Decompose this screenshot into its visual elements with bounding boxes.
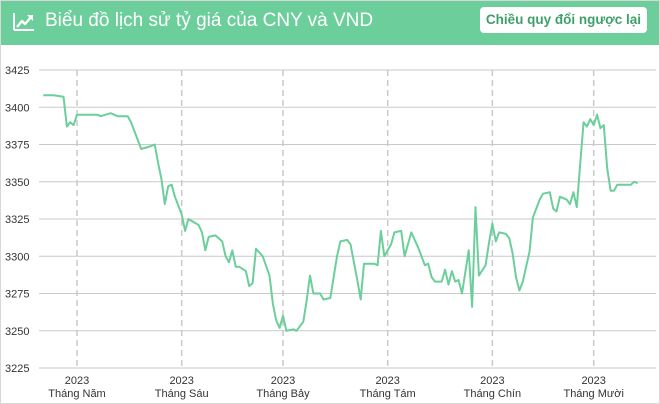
y-tick-labels: 3425 3400 3375 3350 3325 3300 3275 3250 3225 xyxy=(5,65,29,375)
y-tick-label: 3250 xyxy=(5,326,29,338)
y-tick-label: 3400 xyxy=(5,102,29,114)
x-tick-year: 2023 xyxy=(375,375,399,387)
x-tick-year: 2023 xyxy=(65,375,89,387)
y-tick-label: 3375 xyxy=(5,140,29,152)
x-tick-month: Tháng Bảy xyxy=(256,388,310,400)
x-tick-year: 2023 xyxy=(169,375,193,387)
y-tick-label: 3350 xyxy=(5,177,29,189)
y-tick-label: 3225 xyxy=(5,363,29,375)
grid-layer xyxy=(39,69,656,369)
x-tick-year: 2023 xyxy=(271,375,295,387)
y-tick-label: 3325 xyxy=(5,214,29,226)
y-tick-label: 3300 xyxy=(5,251,29,263)
x-tick-month: Tháng Năm xyxy=(48,388,105,400)
y-tick-label: 3275 xyxy=(5,289,29,301)
chart-header: Biểu đồ lịch sử tỷ giá của CNY và VND Ch… xyxy=(1,1,659,45)
x-tick-month: Tháng Mười xyxy=(563,388,623,400)
x-tick-year: 2023 xyxy=(581,375,605,387)
x-tick-month: Tháng Chín xyxy=(464,388,521,400)
x-tick-month: Tháng Sáu xyxy=(155,388,209,400)
trending-up-icon xyxy=(13,13,34,31)
chart-title: Biểu đồ lịch sử tỷ giá của CNY và VND xyxy=(45,10,374,31)
x-tick-month: Tháng Tám xyxy=(360,388,416,400)
rate-history-chart: 3425 3400 3375 3350 3325 3300 3275 3250 3225 202… xyxy=(5,65,656,400)
y-tick-label: 3425 xyxy=(5,65,29,77)
reverse-direction-button[interactable]: Chiều quy đổi ngược lại xyxy=(479,7,647,33)
x-tick-year: 2023 xyxy=(480,375,504,387)
series-line xyxy=(43,94,638,332)
